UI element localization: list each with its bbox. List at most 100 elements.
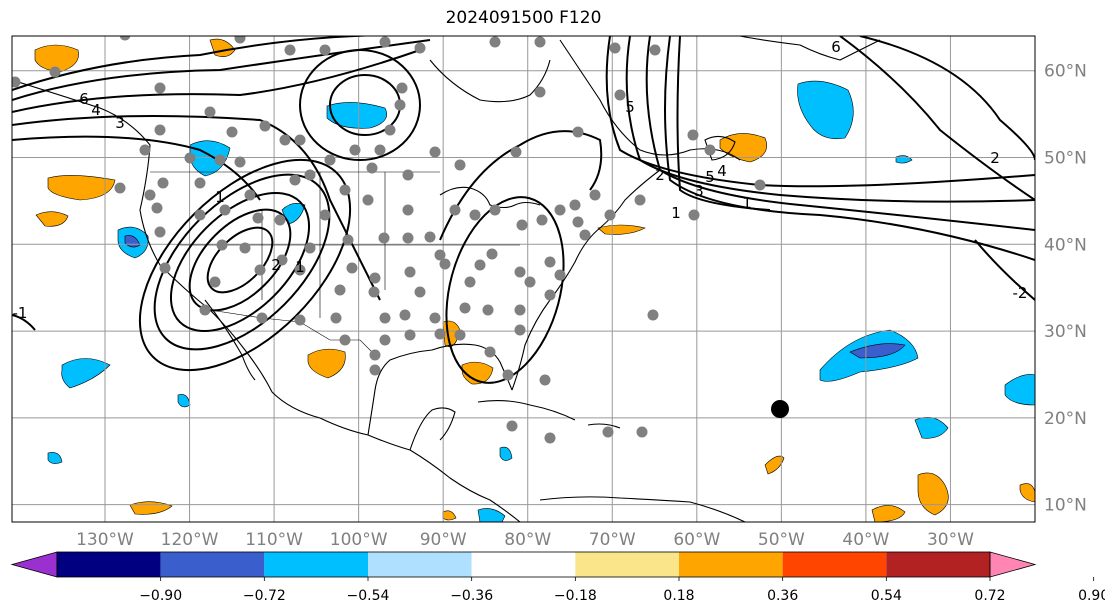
station-dot: [324, 154, 336, 166]
blue-area: [797, 80, 854, 139]
colorbar: [10, 551, 1037, 578]
map-title: 2024091500 F120: [445, 8, 602, 28]
station-dot: [429, 146, 441, 158]
graticule: [12, 36, 1035, 522]
colorbar-frame: [56, 551, 991, 578]
station-dot: [602, 426, 614, 438]
contour-label: 1: [295, 258, 305, 276]
station-dot: [474, 259, 486, 271]
longitude-label: 90°W: [420, 530, 467, 550]
south-america: [539, 496, 746, 522]
station-dot: [157, 177, 169, 189]
station-dot: [256, 312, 268, 324]
longitude-label: 60°W: [673, 530, 720, 550]
station-dot: [294, 314, 306, 326]
blue-area: [1004, 374, 1035, 406]
station-dot: [369, 272, 381, 284]
station-dot: [434, 249, 446, 261]
station-dot: [402, 232, 414, 244]
contour-east: [439, 130, 603, 241]
station-dot: [554, 204, 566, 216]
station-dot: [687, 129, 699, 141]
contour-trough: [605, 36, 1035, 188]
orange-area: [442, 510, 457, 521]
station-dot: [544, 289, 556, 301]
colorbar-tick-label: −0.18: [554, 588, 597, 604]
station-dot: [414, 286, 426, 298]
station-dot: [579, 229, 591, 241]
station-dot: [342, 234, 354, 246]
station-dot: [449, 204, 461, 216]
station-dot: [636, 426, 648, 438]
contour-label: 6: [831, 38, 841, 56]
station-dot: [216, 239, 228, 251]
station-dot: [154, 226, 166, 238]
longitude-label: 30°W: [927, 530, 974, 550]
station-dot: [534, 86, 546, 98]
station-dot: [254, 264, 266, 276]
blue-area: [499, 446, 513, 461]
station-dot: [634, 194, 646, 206]
station-dot: [184, 152, 196, 164]
colorbar-extend-min: [10, 551, 58, 578]
station-dot: [554, 269, 566, 281]
station-dot: [294, 264, 306, 276]
station-dot: [424, 231, 436, 243]
colorbar-segment: [368, 552, 472, 577]
station-dot: [346, 262, 358, 274]
yucatan: [409, 407, 456, 451]
colorbar-tick-label: 0.54: [871, 588, 902, 604]
station-dot: [304, 242, 316, 254]
station-dot: [349, 144, 361, 156]
blue-area: [47, 452, 63, 464]
station-dot: [144, 189, 156, 201]
latitude-label: 10°N: [1044, 496, 1087, 516]
station-dot: [536, 214, 548, 226]
station-dot: [384, 124, 396, 136]
colorbar-segment: [57, 552, 161, 577]
colorbar-labels: −0.90 −0.72 −0.54 −0.36 −0.18 0.18 0.36 0.54 0.7…: [139, 577, 1105, 604]
station-dot: [252, 212, 264, 224]
longitude-label: 80°W: [504, 530, 551, 550]
colorbar-segment: [782, 552, 887, 577]
hudson-bay: [429, 59, 551, 103]
latitude-label: 30°N: [1044, 322, 1087, 342]
contour-east-ridge: [839, 36, 1035, 201]
contour-label: 1: [671, 204, 681, 222]
station-dot: [429, 312, 441, 324]
station-dot: [414, 42, 426, 54]
contour-label: 1: [742, 194, 752, 212]
colorbar-tick-label: −0.36: [450, 588, 493, 604]
station-dot: [544, 256, 556, 268]
station-dot: [454, 159, 466, 171]
contour-label: 5: [705, 168, 715, 186]
station-dot: [396, 82, 408, 94]
latitude-label: 60°N: [1044, 62, 1087, 82]
contour-label: 5: [625, 98, 635, 116]
station-dot: [334, 284, 346, 296]
station-dot: [379, 334, 391, 346]
station-dot: [649, 44, 661, 56]
station-dot: [204, 106, 216, 118]
station-dot: [609, 42, 621, 54]
station-dot: [330, 312, 342, 324]
station-dot: [139, 144, 151, 156]
station-dot: [464, 276, 476, 288]
station-dot: [289, 174, 301, 186]
latitude-label: 20°N: [1044, 409, 1087, 429]
station-dot: [688, 209, 700, 221]
contour-jet: [12, 36, 401, 91]
station-dot: [369, 364, 381, 376]
contour-jet: [12, 49, 421, 113]
colorbar-extend-max: [989, 551, 1037, 578]
station-dot: [362, 194, 374, 206]
colorbar-tick-label: −0.72: [243, 588, 286, 604]
contour-trough: [625, 36, 1035, 203]
colorbar-segment: [886, 552, 990, 577]
contour-neg: [12, 314, 36, 331]
station-dot: [379, 36, 391, 48]
station-dot: [366, 162, 378, 174]
station-dot: [378, 232, 390, 244]
orange-area: [307, 348, 346, 379]
